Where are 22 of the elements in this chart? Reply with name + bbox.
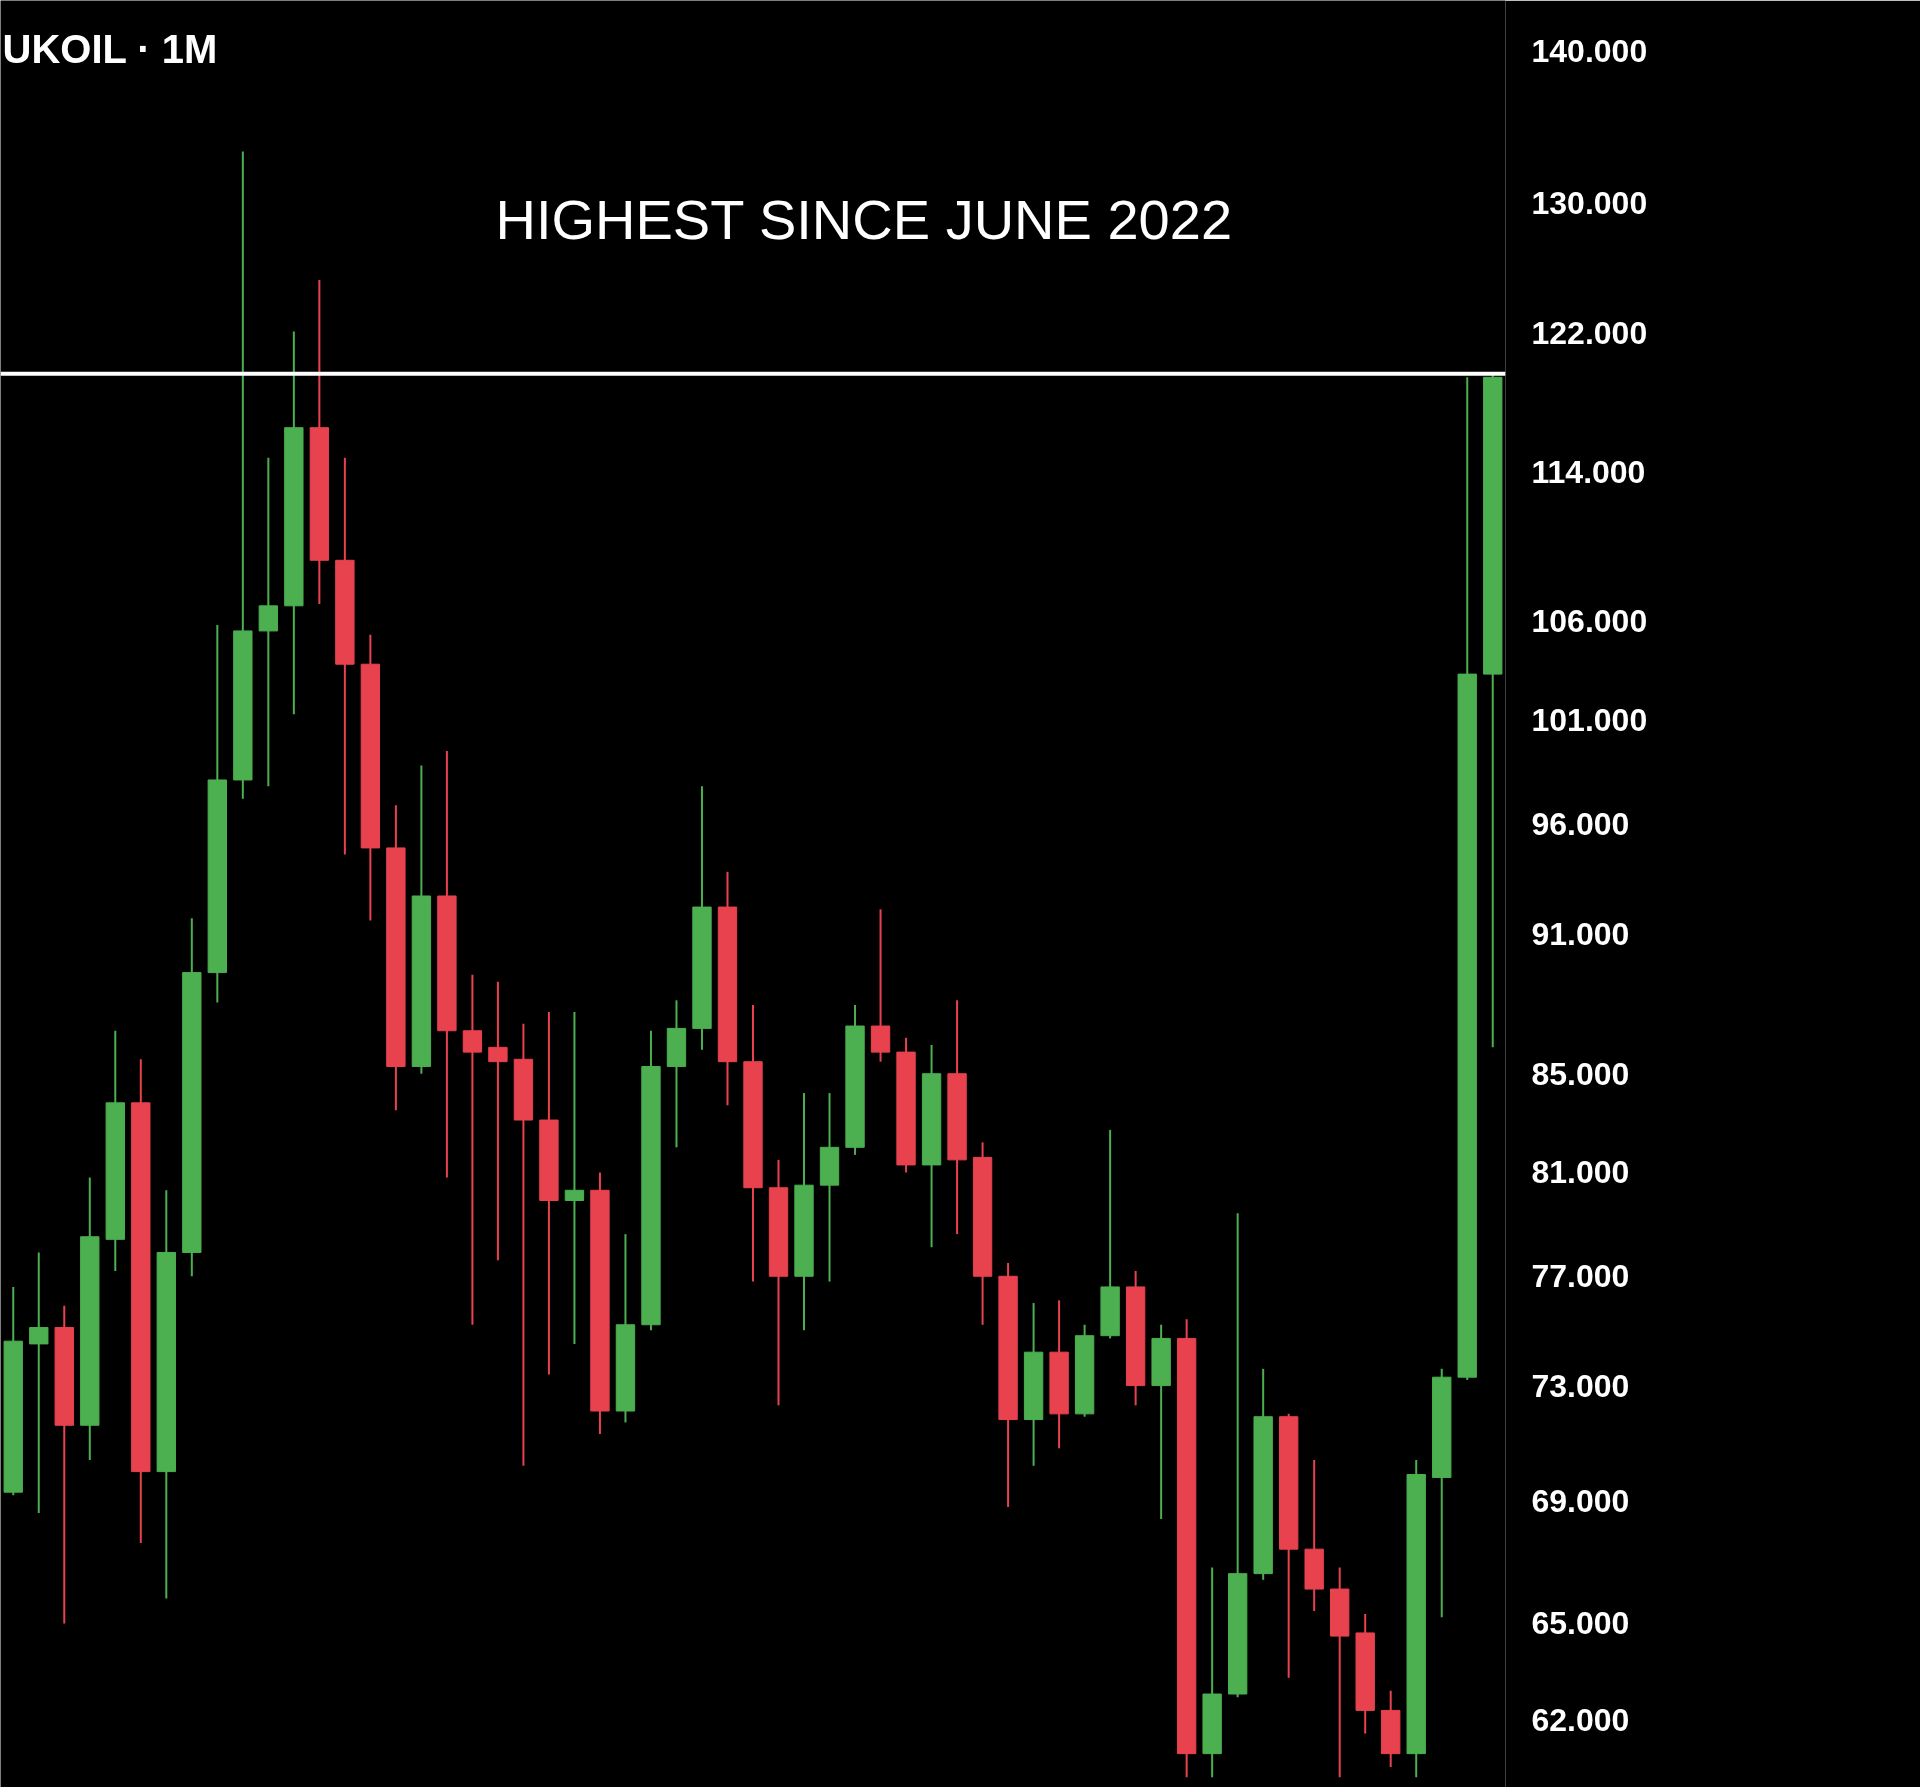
y-tick-label: 101.000 xyxy=(1531,702,1648,739)
candlestick xyxy=(564,1010,585,1345)
y-tick-label: 62.000 xyxy=(1531,1702,1630,1739)
candlestick xyxy=(462,973,483,1326)
y-tick-label: 114.000 xyxy=(1531,454,1646,491)
candlestick xyxy=(29,1251,49,1514)
y-tick-label: 96.000 xyxy=(1531,806,1630,843)
y-tick-label: 106.000 xyxy=(1531,603,1648,640)
y-tick-label: 91.000 xyxy=(1531,915,1630,952)
y-tick-label: 69.000 xyxy=(1531,1483,1630,1520)
y-tick-label: 81.000 xyxy=(1531,1154,1630,1191)
y-tick-label: 77.000 xyxy=(1531,1258,1630,1295)
y-tick-label: 140.000 xyxy=(1531,33,1648,70)
y-tick-label: 73.000 xyxy=(1531,1367,1630,1404)
candlestick xyxy=(258,456,279,788)
y-tick-label: 130.000 xyxy=(1531,184,1648,221)
candlestick xyxy=(488,980,508,1262)
y-tick-label: 65.000 xyxy=(1531,1605,1630,1642)
y-tick-label: 122.000 xyxy=(1531,315,1648,352)
text: UKOIL · 1M xyxy=(2,26,218,71)
y-tick-label: 85.000 xyxy=(1531,1055,1630,1092)
annotation: HIGHEST SINCE JUNE 2022 xyxy=(495,187,1233,251)
